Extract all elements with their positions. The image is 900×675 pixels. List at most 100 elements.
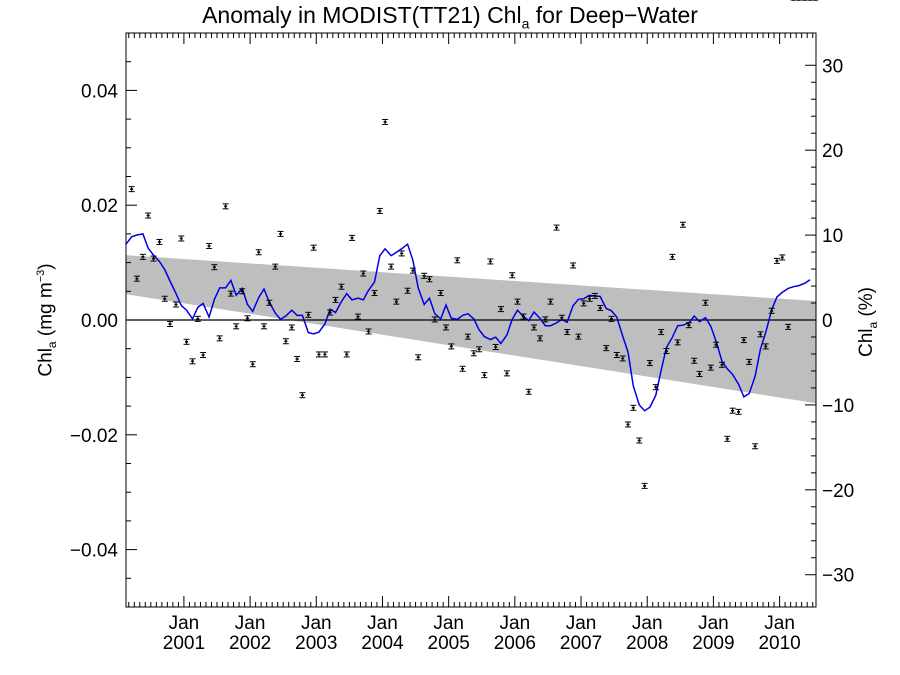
data-point xyxy=(388,263,395,270)
y-right-tick-label: 30 xyxy=(822,56,843,77)
data-point xyxy=(520,313,527,320)
y-tick-label: −0.04 xyxy=(70,541,119,562)
data-point xyxy=(189,358,196,365)
data-point xyxy=(261,323,267,330)
data-point xyxy=(128,186,135,193)
data-point xyxy=(553,224,560,231)
data-point xyxy=(476,346,483,353)
data-point xyxy=(641,482,648,489)
data-point xyxy=(393,298,400,305)
data-point xyxy=(161,295,168,302)
data-point xyxy=(679,221,686,228)
data-point xyxy=(470,350,477,357)
data-point xyxy=(586,295,593,302)
x-tick-year-label: 2010 xyxy=(758,633,800,654)
data-point xyxy=(371,290,378,297)
data-point xyxy=(299,392,306,399)
data-point xyxy=(431,316,438,323)
data-point xyxy=(735,408,742,415)
right-axis-label: Chla (%) xyxy=(856,286,880,358)
axes-layer: −0.04 −0.02 0.00 0.02 0.04 −30 −20 −10 0 10 20 30 Ja… xyxy=(70,32,854,654)
data-point xyxy=(288,324,295,331)
data-point xyxy=(547,298,554,305)
data-point xyxy=(625,421,632,428)
data-point xyxy=(603,345,610,352)
x-tick-month-label: Jan xyxy=(566,613,597,634)
data-point xyxy=(558,314,565,321)
x-tick-month-label: Jan xyxy=(235,613,266,634)
data-point xyxy=(227,290,234,297)
data-point xyxy=(310,244,317,251)
y-tick-label: 0.04 xyxy=(81,81,118,102)
chart-title: Anomaly in MODIST(TT21) Chla for Deep−Wa… xyxy=(202,2,698,32)
data-point xyxy=(354,313,361,320)
data-point xyxy=(779,254,786,261)
data-point xyxy=(343,351,350,358)
y-right-tick-label: 0 xyxy=(822,311,833,332)
data-point xyxy=(183,338,190,345)
x-tick-year-label: 2006 xyxy=(494,633,536,654)
data-point xyxy=(294,356,301,363)
data-point xyxy=(729,407,736,414)
data-point xyxy=(150,255,157,262)
data-point xyxy=(239,288,246,295)
data-point xyxy=(365,328,372,335)
data-point xyxy=(338,283,345,290)
y-tick-label: 0.02 xyxy=(81,196,118,217)
x-tick-month-label: Jan xyxy=(169,613,200,634)
data-point xyxy=(233,323,240,330)
data-point xyxy=(178,235,185,242)
data-point xyxy=(211,264,218,271)
y-right-tick-label: −10 xyxy=(822,396,854,417)
data-point xyxy=(421,272,428,279)
data-point xyxy=(244,315,251,322)
data-point xyxy=(222,203,229,210)
data-point xyxy=(216,335,223,342)
data-point xyxy=(580,300,587,307)
data-point xyxy=(724,435,731,442)
y-right-tick-label: 20 xyxy=(822,141,843,162)
data-point xyxy=(707,364,714,371)
data-point xyxy=(133,275,140,282)
data-point xyxy=(459,365,466,372)
data-point xyxy=(492,343,499,350)
x-tick-year-label: 2005 xyxy=(428,633,470,654)
data-point xyxy=(167,321,174,328)
smoothed-line-layer xyxy=(125,233,811,412)
data-point xyxy=(255,249,262,256)
data-point xyxy=(757,331,764,338)
y-right-tick-label: −20 xyxy=(822,481,854,502)
data-point xyxy=(332,296,339,303)
data-point xyxy=(349,234,356,241)
data-point xyxy=(669,253,676,260)
data-point xyxy=(691,357,698,364)
data-point xyxy=(514,298,521,305)
data-point xyxy=(570,262,577,269)
data-point xyxy=(206,242,213,249)
x-tick-year-label: 2008 xyxy=(626,633,668,654)
data-point xyxy=(376,207,383,214)
data-point xyxy=(464,333,471,340)
data-point xyxy=(503,370,510,377)
data-point xyxy=(636,437,643,444)
data-point xyxy=(497,306,504,313)
x-tick-month-label: Jan xyxy=(698,613,729,634)
data-point xyxy=(608,315,615,322)
x-tick-month-label: Jan xyxy=(301,613,332,634)
data-point xyxy=(613,352,620,359)
x-tick-year-label: 2009 xyxy=(692,633,734,654)
trend-band xyxy=(126,255,816,404)
data-point xyxy=(773,257,780,264)
data-point xyxy=(415,354,422,361)
y-right-tick-label: 10 xyxy=(822,226,843,247)
data-point xyxy=(575,333,582,340)
data-point xyxy=(321,351,328,358)
x-tick-year-label: 2007 xyxy=(560,633,602,654)
data-point xyxy=(272,263,279,270)
left-axis-label: Chla (mg m−3) xyxy=(34,263,60,377)
data-point xyxy=(327,309,334,316)
data-point xyxy=(194,315,201,322)
data-point xyxy=(139,253,146,260)
data-point xyxy=(674,339,681,346)
